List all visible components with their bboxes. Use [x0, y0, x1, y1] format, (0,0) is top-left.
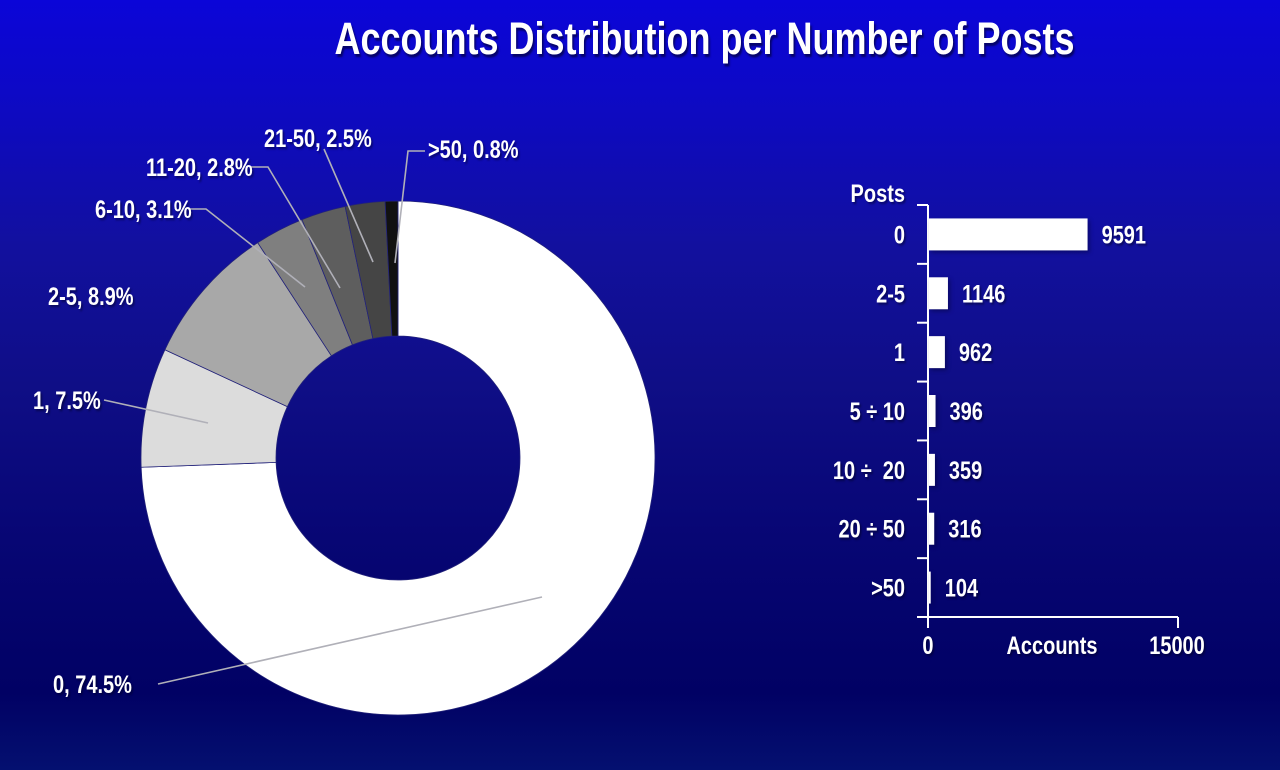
bar-category-label-3: 5 ÷ 10 — [850, 398, 905, 426]
donut-chart — [140, 200, 656, 716]
donut-label-11-20: 11-20, 2.8% — [146, 154, 253, 182]
bar-1 — [929, 336, 945, 369]
bar-2-5 — [929, 277, 948, 310]
bar-0 — [929, 218, 1088, 251]
donut-label->50: >50, 0.8% — [428, 136, 519, 164]
y-axis-title: Posts — [851, 180, 905, 208]
leader-line-1 — [103, 399, 209, 424]
bar-category-label-5: 20 ÷ 50 — [838, 516, 905, 544]
bar-value-label-0: 9591 — [1102, 221, 1146, 249]
bar-value-label-2: 962 — [959, 339, 992, 367]
donut-label-0: 0, 74.5% — [53, 671, 132, 699]
donut-label-1: 1, 7.5% — [33, 387, 101, 415]
leader-line-21-50 — [323, 148, 374, 263]
leader-line-0 — [157, 596, 543, 685]
bar-category-label-4: 10 ÷ 20 — [833, 457, 905, 485]
bar-10 ÷ 20 — [929, 453, 935, 486]
donut-slice->50 — [384, 200, 399, 337]
leader-line-6-10 — [188, 208, 306, 288]
bar-20 ÷ 50 — [929, 512, 935, 545]
bar->50 — [929, 571, 931, 604]
bar-category-label-2: 1 — [894, 339, 905, 367]
bar-category-label-0: 0 — [894, 221, 905, 249]
bar-value-label-3: 396 — [950, 398, 983, 426]
x-axis-title: Accounts — [1006, 632, 1097, 660]
donut-label-21-50: 21-50, 2.5% — [264, 125, 372, 153]
donut-data-labels: 0, 74.5% 1, 7.5% 2-5, 8.9% 6-10, 3.1% 11-20,… — [33, 125, 519, 699]
bar-chart: 0 9591 2-5 1146 1 962 5 ÷ 10 396 10 ÷ 20 359 20 ÷ … — [833, 180, 1205, 660]
bar-value-label-4: 359 — [949, 457, 982, 485]
donut-label-2-5: 2-5, 8.9% — [48, 283, 134, 311]
x-tick-label-max: 15000 — [1149, 632, 1205, 660]
bar-category-label-6: >50 — [871, 574, 905, 602]
donut-label-6-10: 6-10, 3.1% — [95, 196, 192, 224]
bar-5 ÷ 10 — [929, 394, 936, 427]
leader-line-11-20 — [251, 166, 341, 289]
donut-leader-lines — [103, 148, 543, 685]
bar-value-label-6: 104 — [945, 574, 979, 602]
bar-value-label-1: 1146 — [962, 280, 1005, 308]
bar-category-label-1: 2-5 — [876, 280, 905, 308]
x-tick-label-0: 0 — [922, 632, 933, 660]
bar-value-label-5: 316 — [948, 516, 981, 544]
donut-slice-0 — [140, 200, 656, 716]
leader-line->50 — [394, 150, 425, 264]
